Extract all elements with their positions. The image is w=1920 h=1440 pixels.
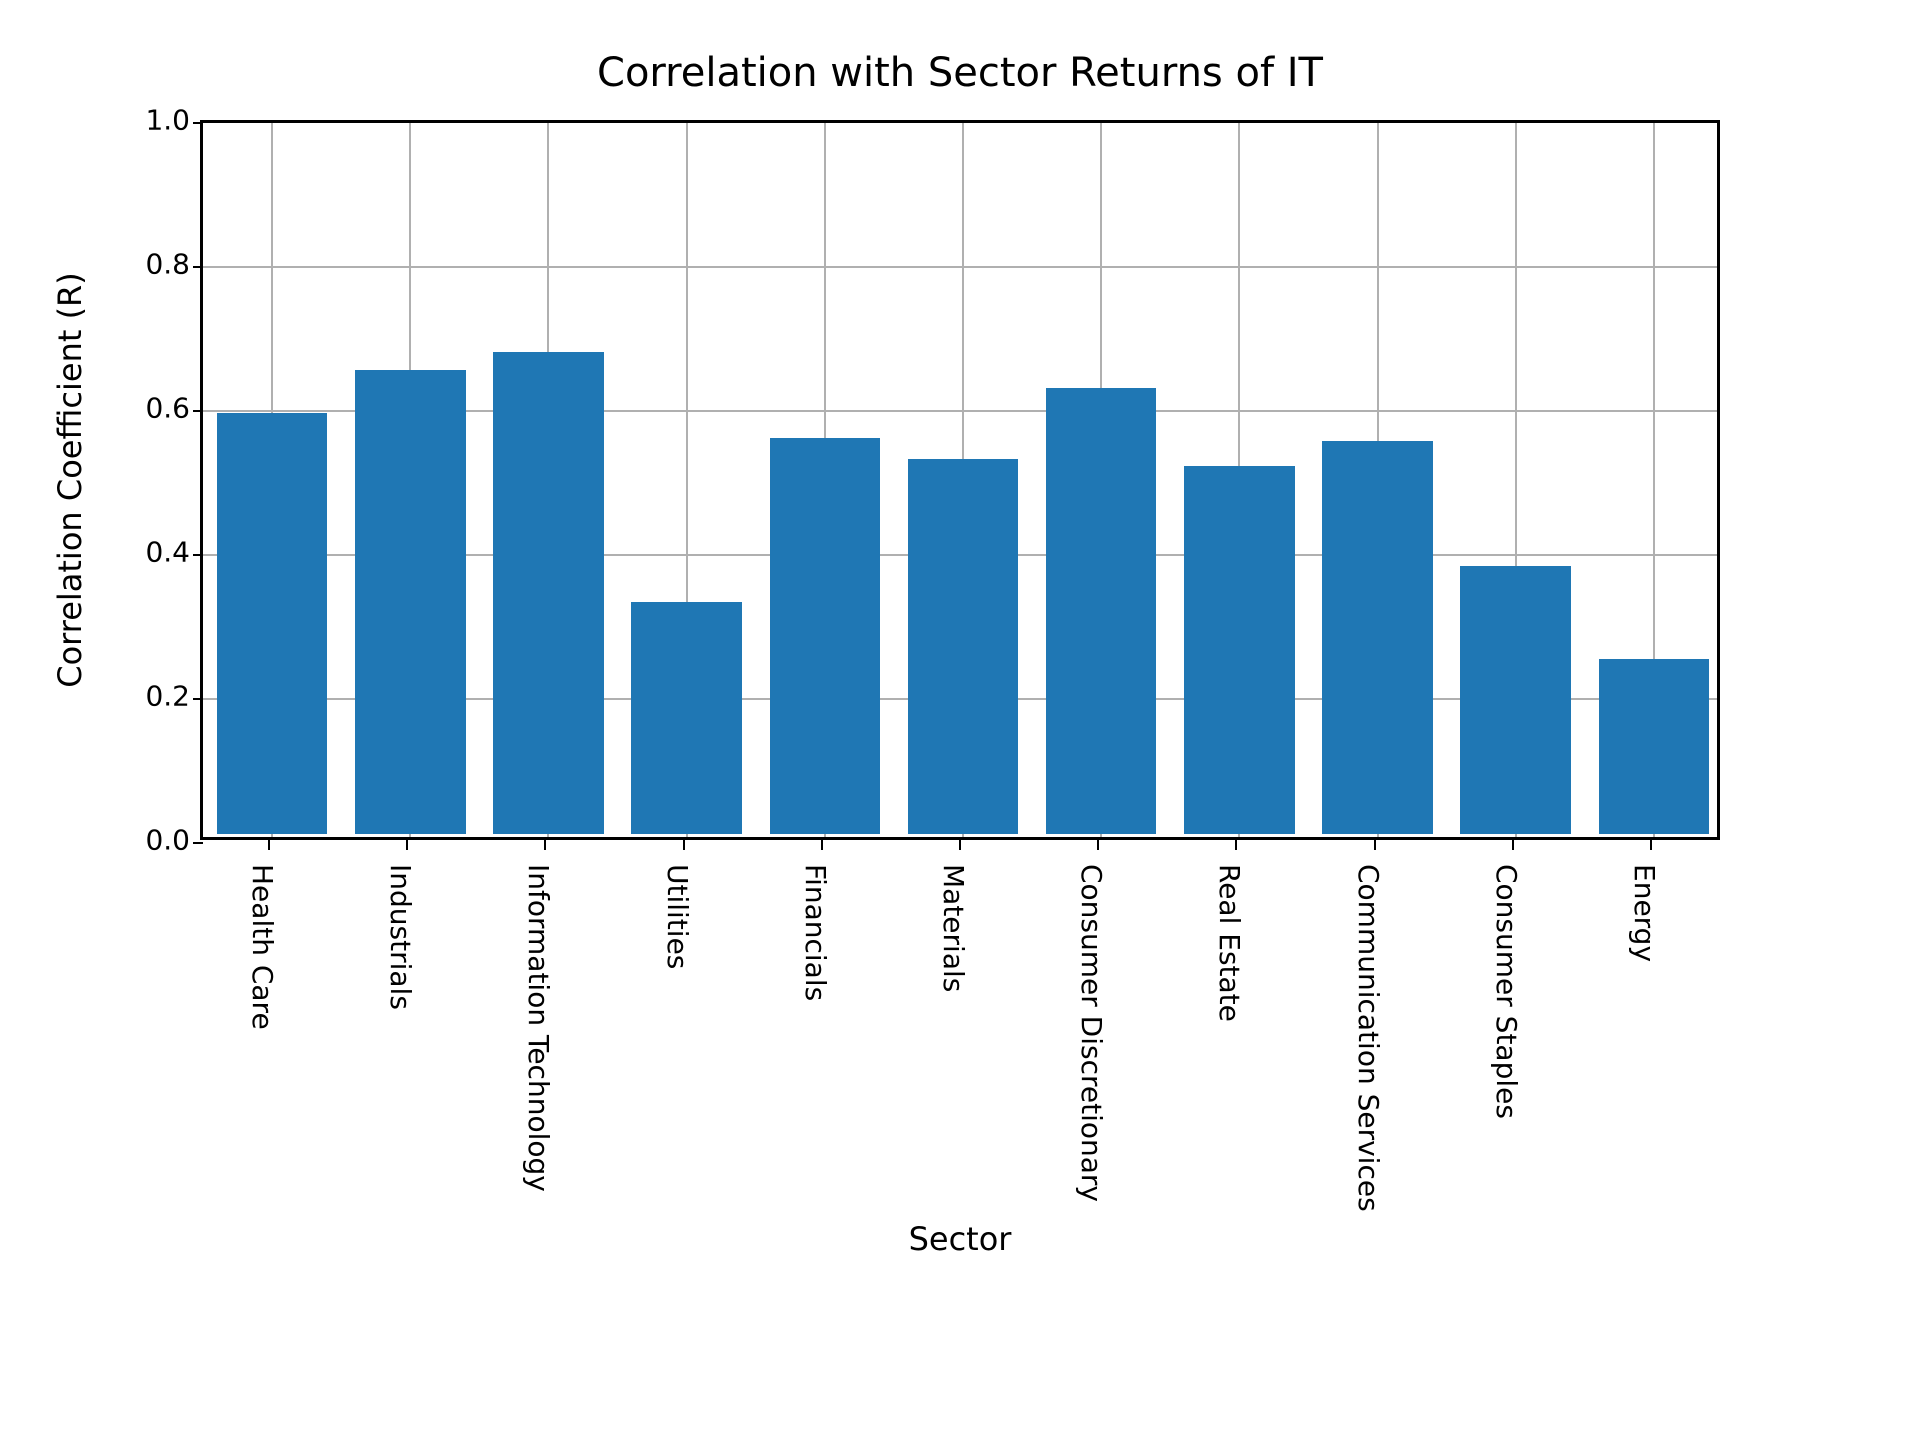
- y-axis-label: Correlation Coefficient (R): [51, 272, 89, 688]
- plot-area: [200, 120, 1720, 840]
- xtick-label: Consumer Discretionary: [1075, 864, 1108, 1202]
- xtick-mark: [1650, 840, 1652, 850]
- xtick-mark: [959, 840, 961, 850]
- xtick-label: Real Estate: [1213, 864, 1246, 1022]
- chart-title: Correlation with Sector Returns of IT: [200, 50, 1720, 96]
- ytick-label: 1.0: [110, 104, 190, 137]
- bar: [1599, 659, 1710, 834]
- xtick-mark: [1097, 840, 1099, 850]
- ytick-mark: [193, 698, 203, 700]
- bar: [217, 413, 328, 834]
- xtick-mark: [406, 840, 408, 850]
- xtick-label: Materials: [937, 864, 970, 992]
- xtick-label: Utilities: [661, 864, 694, 969]
- chart-container: Correlation with Sector Returns of IT Co…: [200, 120, 1720, 1280]
- xtick-label: Information Technology: [522, 864, 555, 1192]
- bar: [1046, 388, 1157, 834]
- xtick-label: Health Care: [246, 864, 279, 1030]
- bar: [1184, 466, 1295, 834]
- ytick-mark: [193, 266, 203, 268]
- xtick-mark: [1374, 840, 1376, 850]
- ytick-label: 0.6: [110, 392, 190, 425]
- xtick-mark: [821, 840, 823, 850]
- bar: [770, 438, 881, 834]
- bar: [355, 370, 466, 834]
- xtick-label: Energy: [1628, 864, 1661, 962]
- xtick-label: Financials: [799, 864, 832, 1001]
- bar: [1460, 566, 1571, 834]
- xtick-mark: [1512, 840, 1514, 850]
- xtick-label: Consumer Staples: [1490, 864, 1523, 1119]
- ytick-label: 0.4: [110, 536, 190, 569]
- grid-line-horizontal: [203, 266, 1717, 268]
- bar: [908, 459, 1019, 834]
- xtick-mark: [1235, 840, 1237, 850]
- ytick-mark: [193, 122, 203, 124]
- ytick-label: 0.0: [110, 824, 190, 857]
- ytick-mark: [193, 554, 203, 556]
- xtick-mark: [544, 840, 546, 850]
- bar: [493, 352, 604, 834]
- xtick-label: Communication Services: [1352, 864, 1385, 1212]
- ytick-mark: [193, 842, 203, 844]
- ytick-mark: [193, 410, 203, 412]
- ytick-label: 0.8: [110, 248, 190, 281]
- xtick-label: Industrials: [384, 864, 417, 1010]
- x-axis-label: Sector: [200, 1220, 1720, 1258]
- bar: [631, 602, 742, 834]
- bar: [1322, 441, 1433, 834]
- xtick-mark: [683, 840, 685, 850]
- xtick-mark: [268, 840, 270, 850]
- ytick-label: 0.2: [110, 680, 190, 713]
